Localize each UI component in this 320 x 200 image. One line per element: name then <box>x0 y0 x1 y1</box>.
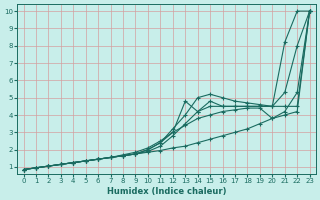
X-axis label: Humidex (Indice chaleur): Humidex (Indice chaleur) <box>107 187 226 196</box>
